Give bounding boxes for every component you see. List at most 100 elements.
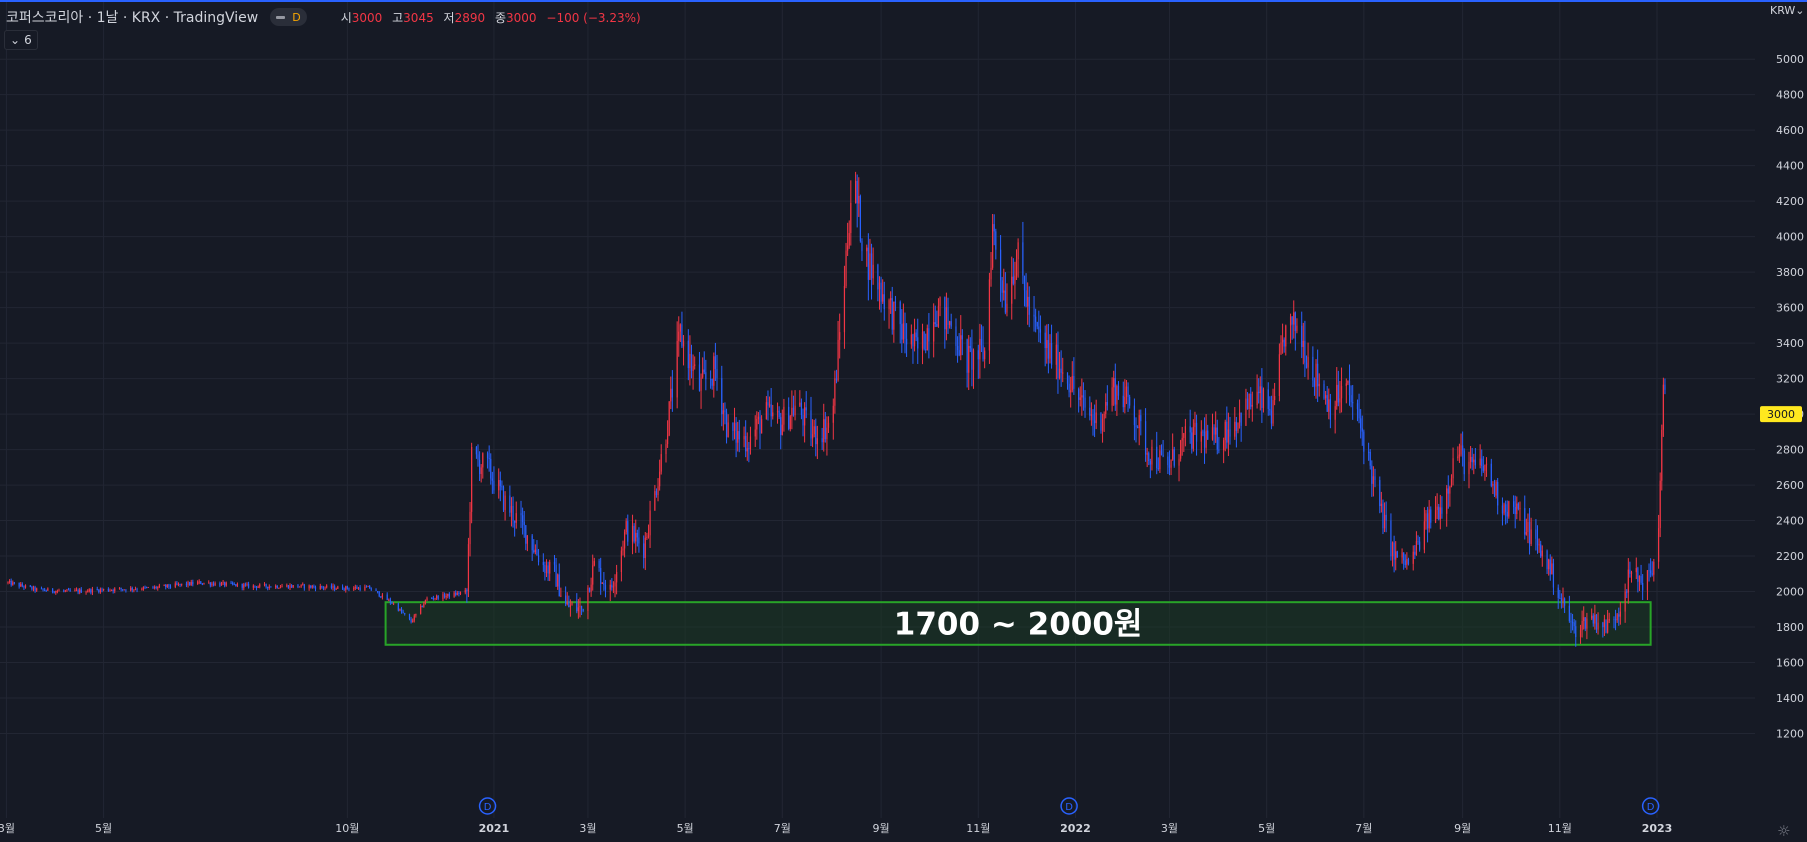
candle-body [1570, 621, 1572, 623]
candle-body [710, 379, 712, 381]
candle-body [1229, 429, 1231, 437]
dividend-marker [1641, 797, 1660, 815]
candle-body [512, 505, 514, 521]
candle-body [904, 323, 906, 339]
last-price-value: 3000 [1767, 408, 1795, 421]
candle-body [1481, 458, 1483, 467]
candle-body [667, 435, 669, 445]
candle-body [1361, 428, 1363, 432]
candle-body [1608, 618, 1610, 621]
candle-body [1630, 572, 1633, 574]
candle-body [67, 589, 70, 591]
candle-body [770, 404, 772, 417]
candle-body [748, 448, 750, 450]
candle-body [1441, 507, 1443, 514]
candle-body [1415, 541, 1418, 555]
candle-body [1159, 450, 1161, 470]
candle-body [311, 586, 313, 588]
indicators-toggle[interactable]: ⌄ 6 [4, 30, 38, 50]
candle-body [1211, 427, 1214, 440]
candle-body [1650, 570, 1652, 574]
candle-body [1138, 415, 1140, 429]
candle-body [1506, 511, 1508, 517]
candle-body [1259, 386, 1261, 394]
candle-body [1583, 617, 1585, 621]
candle-body [1540, 544, 1542, 557]
candle-body [246, 583, 248, 585]
chevron-down-icon: ⌄ [1795, 4, 1805, 17]
currency-selector[interactable]: KRW⌄ [1770, 4, 1805, 17]
candle-body [690, 353, 693, 372]
candle-body [389, 599, 391, 603]
candle-body [1167, 456, 1169, 466]
candle-body [899, 301, 901, 325]
candle-body [1573, 622, 1575, 627]
candle-body [1372, 476, 1375, 484]
visibility-icon[interactable] [276, 15, 286, 19]
candle-body [77, 589, 79, 593]
candle-body [1289, 316, 1292, 326]
candle-body [165, 585, 167, 587]
candle-body [1607, 620, 1609, 633]
candle-body [181, 583, 183, 585]
candle-body [1278, 354, 1281, 397]
candle-body [649, 510, 651, 536]
candle-body [678, 331, 680, 341]
candle-body [45, 590, 47, 592]
candle-body [1070, 390, 1072, 393]
candle-body [1568, 605, 1570, 622]
candle-body [832, 405, 834, 423]
candle-body [1524, 508, 1526, 535]
dividend-marker-label: D [1065, 802, 1073, 813]
candle-body [1485, 463, 1488, 465]
candle-body [1071, 376, 1073, 391]
candle-body [925, 349, 927, 351]
gear-icon[interactable]: ☼ [1777, 822, 1791, 840]
candle-body [233, 584, 235, 586]
time-tick-label: 9월 [873, 822, 890, 835]
candle-body [177, 583, 180, 585]
candle-body [682, 340, 685, 347]
time-tick-label: 10월 [335, 822, 359, 835]
candle-body [408, 614, 411, 619]
candle-body [1664, 384, 1666, 390]
candle-body [525, 525, 527, 544]
candle-body [913, 332, 916, 347]
candle-body [623, 532, 626, 549]
interval-pill[interactable]: D [270, 8, 307, 26]
candle-body [549, 561, 551, 574]
candle-body [1103, 413, 1105, 419]
candle-body [1245, 398, 1247, 426]
candle-body [79, 589, 81, 593]
price-tick-label: 2200 [1776, 550, 1804, 563]
candle-body [542, 562, 544, 565]
candle-body [1270, 410, 1273, 424]
candle-body [64, 590, 66, 592]
candle-body [761, 419, 763, 434]
candle-body [1191, 432, 1193, 449]
candle-body [466, 590, 468, 592]
candle-body [961, 335, 963, 340]
candle-body [883, 294, 885, 310]
candle-body [620, 550, 622, 572]
candle-body [958, 350, 960, 356]
candle-body [888, 300, 890, 310]
candle-body [1479, 458, 1481, 466]
candle-body [490, 458, 492, 479]
time-axis[interactable]: 3월 5월 10월 2021 3월 5월 7월 9월 11월 2022 3월 5월 7월 9월 11월 202… [0, 822, 1672, 835]
candle-body [255, 586, 258, 588]
candle-body [85, 591, 87, 593]
candle-body [400, 609, 403, 612]
candle-body [214, 583, 216, 586]
candle-body [821, 438, 823, 443]
candle-body [1618, 614, 1620, 617]
candle-body [816, 438, 818, 445]
candle-body [593, 561, 595, 566]
candle-body [189, 582, 191, 586]
symbol-title[interactable]: 코퍼스코리아 · 1날 · KRX · TradingView [6, 10, 259, 26]
candle-body [1258, 391, 1260, 394]
candle-body [923, 331, 925, 350]
price-axis[interactable]: 1200140016001800200022002400260028003000… [1776, 53, 1804, 740]
